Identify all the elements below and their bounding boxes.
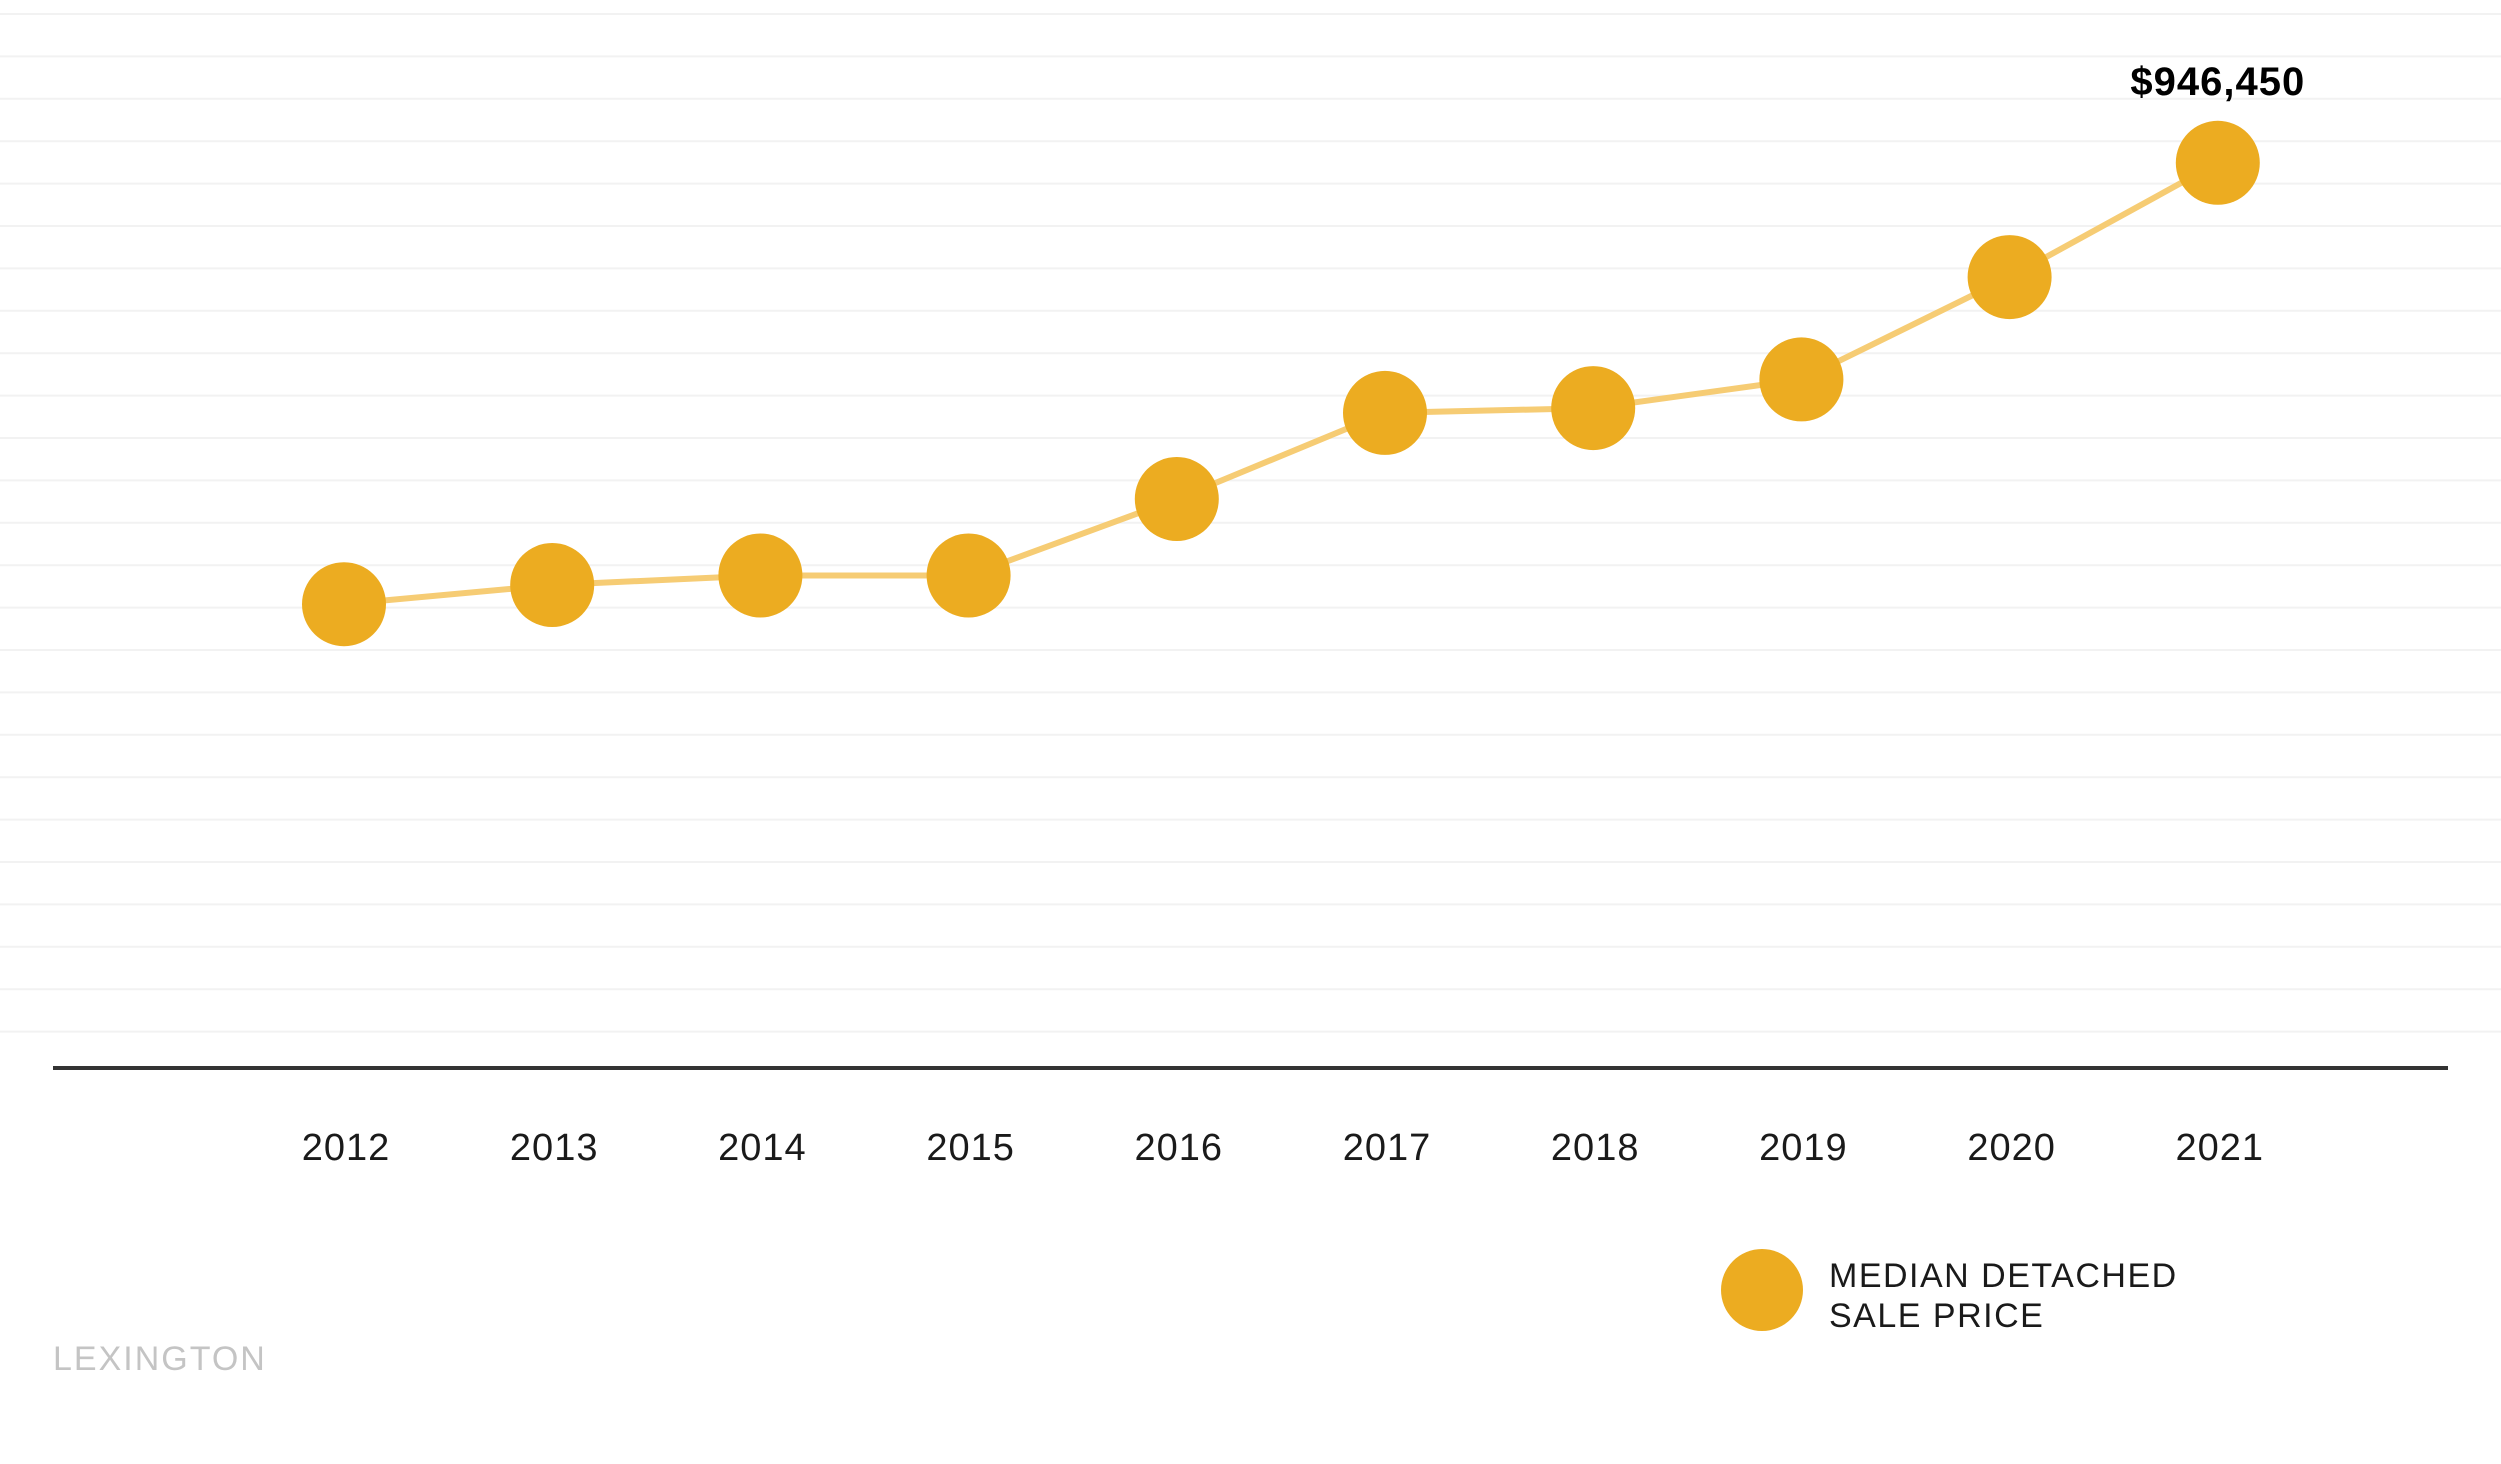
data-point-2015 <box>926 533 1011 618</box>
legend-label-line-1: MEDIAN DETACHED <box>1829 1257 2178 1295</box>
series-line <box>343 160 2220 608</box>
data-point-2021 <box>2175 120 2260 205</box>
series-line-group <box>343 160 2220 608</box>
x-tick-label-2015: 2015 <box>926 1127 1015 1169</box>
x-tick-label-2014: 2014 <box>718 1127 807 1169</box>
grid-lines <box>0 13 2501 1033</box>
data-point-2019 <box>1759 337 1844 422</box>
legend-marker <box>1721 1249 1803 1331</box>
data-point-2017 <box>1343 370 1427 455</box>
x-tick-label-2020: 2020 <box>1967 1127 2056 1169</box>
x-tick-labels: 2012 2013 2014 2015 2016 2017 2018 2019 2020 2021 <box>302 1127 2265 1169</box>
data-point-2013 <box>510 543 595 627</box>
data-points <box>302 120 2260 647</box>
data-point-2018 <box>1551 366 1636 451</box>
x-tick-label-2013: 2013 <box>510 1127 599 1169</box>
legend-label-line-2: SALE PRICE <box>1829 1297 2044 1335</box>
data-point-2016 <box>1134 457 1219 541</box>
x-tick-label-2017: 2017 <box>1343 1127 1432 1169</box>
x-tick-label-2018: 2018 <box>1551 1127 1640 1169</box>
annotations: $946,450 <box>2130 60 2305 104</box>
data-point-2020 <box>1967 235 2052 320</box>
x-tick-label-2021: 2021 <box>2176 1127 2265 1169</box>
data-label-2021: $946,450 <box>2130 60 2305 104</box>
data-point-2012 <box>302 562 386 647</box>
data-point-2014 <box>718 533 803 618</box>
x-tick-label-2019: 2019 <box>1759 1127 1848 1169</box>
legend: MEDIAN DETACHED SALE PRICE <box>1721 1249 2178 1335</box>
brand-logo-text: LEXINGTON <box>53 1340 267 1378</box>
x-tick-label-2016: 2016 <box>1135 1127 1224 1169</box>
x-tick-label-2012: 2012 <box>302 1127 391 1169</box>
